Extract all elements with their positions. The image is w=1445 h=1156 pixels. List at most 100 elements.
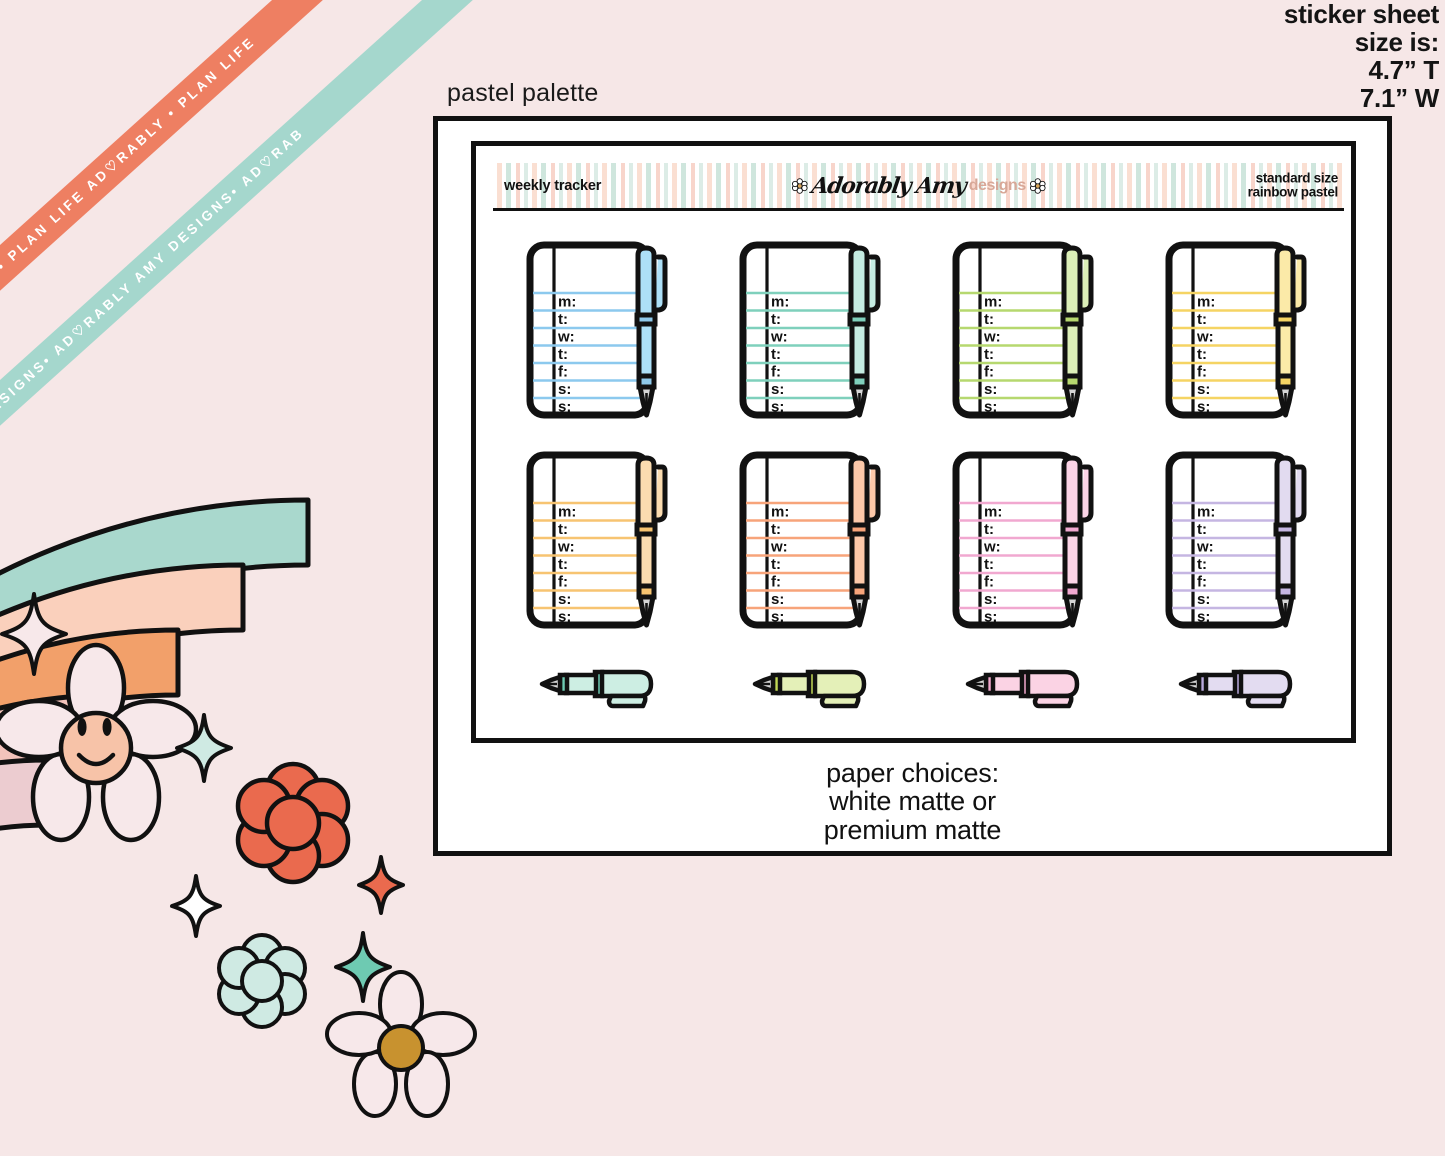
pen-sticker-row — [493, 651, 1344, 721]
day-label: t: — [771, 311, 781, 328]
white-daisy-flower — [325, 970, 477, 1118]
day-label: f: — [558, 574, 568, 591]
brand-logo: Adorably Amy designs — [791, 172, 1046, 199]
day-label: t: — [1197, 346, 1207, 363]
day-label: t: — [558, 346, 568, 363]
sticker-notebook-purple[interactable]: m: t: w: t: f: s: s: — [1163, 445, 1313, 633]
day-label: m: — [1197, 294, 1215, 311]
day-label: s: — [771, 609, 784, 626]
fountain-pen-icon — [1060, 455, 1094, 628]
day-label: t: — [771, 521, 781, 538]
day-label: s: — [558, 609, 571, 626]
sticker-sheet-size-block: sticker sheet size is: 4.7” T 7.1” W — [1284, 0, 1439, 112]
sticker-sheet: weekly tracker — [493, 163, 1344, 731]
day-label: w: — [557, 539, 575, 556]
day-label: t: — [984, 521, 994, 538]
sticker-notebook-yellow[interactable]: m: t: w: t: f: s: s: — [1163, 235, 1313, 423]
day-label: m: — [984, 504, 1002, 521]
day-label: w: — [1196, 539, 1214, 556]
paper-choices-line3: premium matte — [823, 814, 1002, 845]
sparkle-star-teal — [175, 713, 233, 783]
sticker-notebook-peach[interactable]: m: t: w: t: f: s: s: — [524, 445, 674, 633]
day-label: m: — [558, 504, 576, 521]
day-label: f: — [1197, 574, 1207, 591]
day-label: f: — [984, 364, 994, 381]
sticker-pen-green[interactable] — [752, 662, 872, 710]
day-label: s: — [558, 399, 571, 416]
day-label: s: — [558, 591, 571, 608]
sticker-notebook-green[interactable]: m: t: w: t: f: s: s: — [950, 235, 1100, 423]
sticker-notebook-coral[interactable]: m: t: w: t: f: s: s: — [737, 445, 887, 633]
day-label: s: — [1197, 591, 1210, 608]
day-label: s: — [984, 399, 997, 416]
paper-choices-line2: white matte or — [829, 786, 996, 817]
day-label: t: — [558, 556, 568, 573]
fountain-pen-icon — [847, 245, 881, 418]
sticker-notebook-pink[interactable]: m: t: w: t: f: s: s: — [950, 445, 1100, 633]
day-label: w: — [770, 329, 788, 346]
sticker-notebook-blue[interactable]: m: t: w: t: f: s: s: — [524, 235, 674, 423]
day-label: t: — [558, 521, 568, 538]
sparkle-star-teal-2 — [334, 931, 392, 1003]
sticker-grid: m: t: w: t: f: s: s: m: t: w: t: f: s: s: m: t: w: t: f:… — [493, 211, 1344, 731]
day-label: f: — [558, 364, 568, 381]
fountain-pen-icon — [847, 455, 881, 628]
day-label: s: — [771, 399, 784, 416]
day-label: t: — [558, 311, 568, 328]
sheet-size-label: standard size rainbow pastel — [1247, 170, 1339, 200]
sheet-frame: weekly tracker — [471, 141, 1356, 743]
sparkle-star-coral — [357, 855, 405, 915]
day-label: t: — [984, 346, 994, 363]
day-label: s: — [984, 591, 997, 608]
day-label: f: — [1197, 364, 1207, 381]
day-label: s: — [771, 381, 784, 398]
paper-choices-line1: paper choices: — [826, 758, 999, 788]
flower-icon-left — [791, 177, 808, 194]
day-label: w: — [983, 539, 1001, 556]
day-label: t: — [771, 556, 781, 573]
fountain-pen-icon — [634, 245, 668, 418]
product-card: weekly tracker — [433, 116, 1392, 856]
brand-logo-script: Adorably Amy — [809, 172, 967, 199]
smiley-daisy-flower — [0, 642, 199, 843]
day-label: f: — [771, 574, 781, 591]
sticker-pen-mint[interactable] — [539, 662, 659, 710]
mint-flower — [217, 933, 307, 1029]
sticker-notebook-mint[interactable]: m: t: w: t: f: s: s: — [737, 235, 887, 423]
brand-logo-designs: designs — [968, 176, 1026, 194]
sheet-size-standard: standard size — [1255, 170, 1339, 186]
sparkle-star — [0, 592, 68, 676]
size-line-sticker-sheet: sticker sheet — [1283, 0, 1439, 29]
notebook-sticker-row-2: m: t: w: t: f: s: s: m: t: w: t: f: s: s: m: t: w: t: f:… — [493, 445, 1344, 635]
day-label: m: — [1197, 504, 1215, 521]
size-line-width: 7.1” W — [1359, 83, 1439, 114]
fountain-pen-icon — [634, 455, 668, 628]
fountain-pen-icon — [1273, 455, 1307, 628]
sticker-pen-purple[interactable] — [1178, 662, 1298, 710]
fountain-pen-icon — [1273, 245, 1307, 418]
sticker-pen-pink[interactable] — [965, 662, 1085, 710]
day-label: f: — [771, 364, 781, 381]
day-label: t: — [1197, 311, 1207, 328]
sparkle-star-white — [170, 874, 222, 938]
day-label: w: — [557, 329, 575, 346]
day-label: w: — [983, 329, 1001, 346]
notebook-blue-art: m:t:w:t:f:s:s: — [526, 241, 668, 419]
day-label: t: — [984, 556, 994, 573]
day-label: s: — [1197, 381, 1210, 398]
day-label: s: — [771, 591, 784, 608]
day-label: t: — [771, 346, 781, 363]
day-label: s: — [558, 381, 571, 398]
sheet-size-rainbow-pastel: rainbow pastel — [1247, 184, 1339, 200]
fountain-pen-icon — [1060, 245, 1094, 418]
notebook-sticker-row-1: m: t: w: t: f: s: s: m: t: w: t: f: s: s: m: t: w: t: f:… — [493, 235, 1344, 425]
sheet-title-weekly-tracker: weekly tracker — [504, 177, 602, 194]
coral-flower — [235, 761, 351, 885]
day-label: s: — [984, 609, 997, 626]
sheet-header-strip: weekly tracker — [493, 163, 1344, 211]
size-line-size-is: size is: — [1354, 27, 1440, 58]
watermark-ribbon-adorably-amy-designs: AD♡RABLY AMY DESIGNS• AD♡RABLY AMY DESIG… — [0, 0, 479, 544]
day-label: t: — [984, 311, 994, 328]
day-label: f: — [984, 574, 994, 591]
